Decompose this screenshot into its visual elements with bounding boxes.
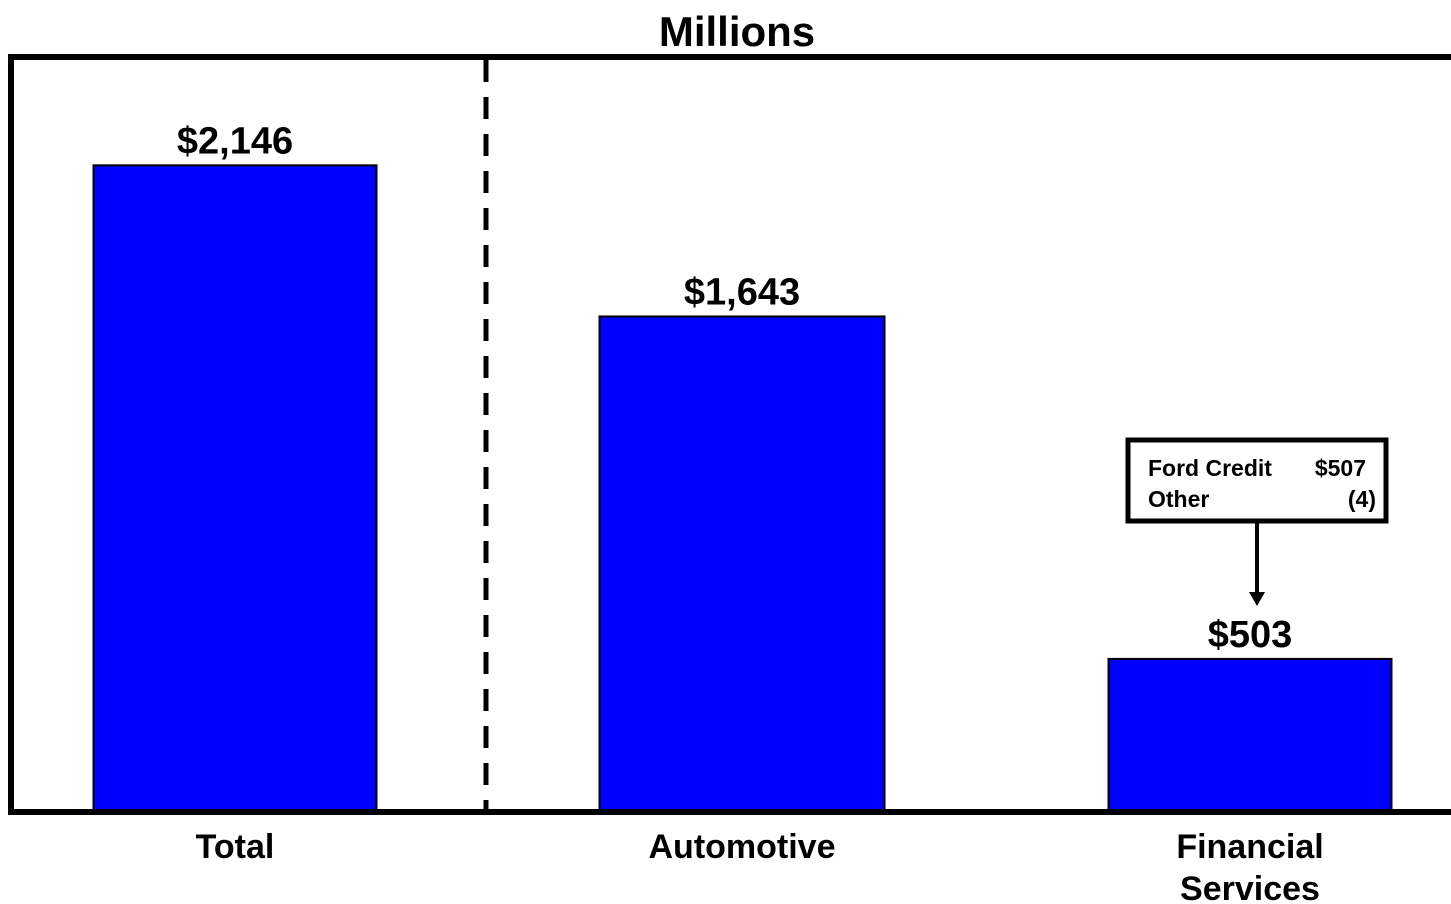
- callout-row-value: $507: [1315, 455, 1366, 481]
- bar-automotive: [598, 315, 886, 811]
- category-label: Total: [196, 828, 275, 866]
- bar-value-label: $1,643: [684, 271, 800, 313]
- callout-row-value: (4): [1348, 486, 1376, 512]
- callout-row-label: Other: [1148, 486, 1209, 512]
- bar-total: [92, 164, 378, 811]
- callout-arrowhead: [1249, 592, 1265, 606]
- category-label: Automotive: [649, 828, 836, 866]
- bar-financial-services: [1107, 657, 1393, 811]
- category-label: Financial Services: [1176, 828, 1323, 904]
- callout-row-label: Ford Credit: [1148, 455, 1272, 481]
- callout-box: [1125, 437, 1389, 524]
- chart-title: Millions: [659, 8, 815, 55]
- callout: Ford Credit $507 Other (4): [1125, 437, 1389, 606]
- bar-value-label: $503: [1208, 614, 1293, 656]
- plot-frame: [8, 54, 1451, 815]
- bar-value-label: $2,146: [177, 120, 293, 162]
